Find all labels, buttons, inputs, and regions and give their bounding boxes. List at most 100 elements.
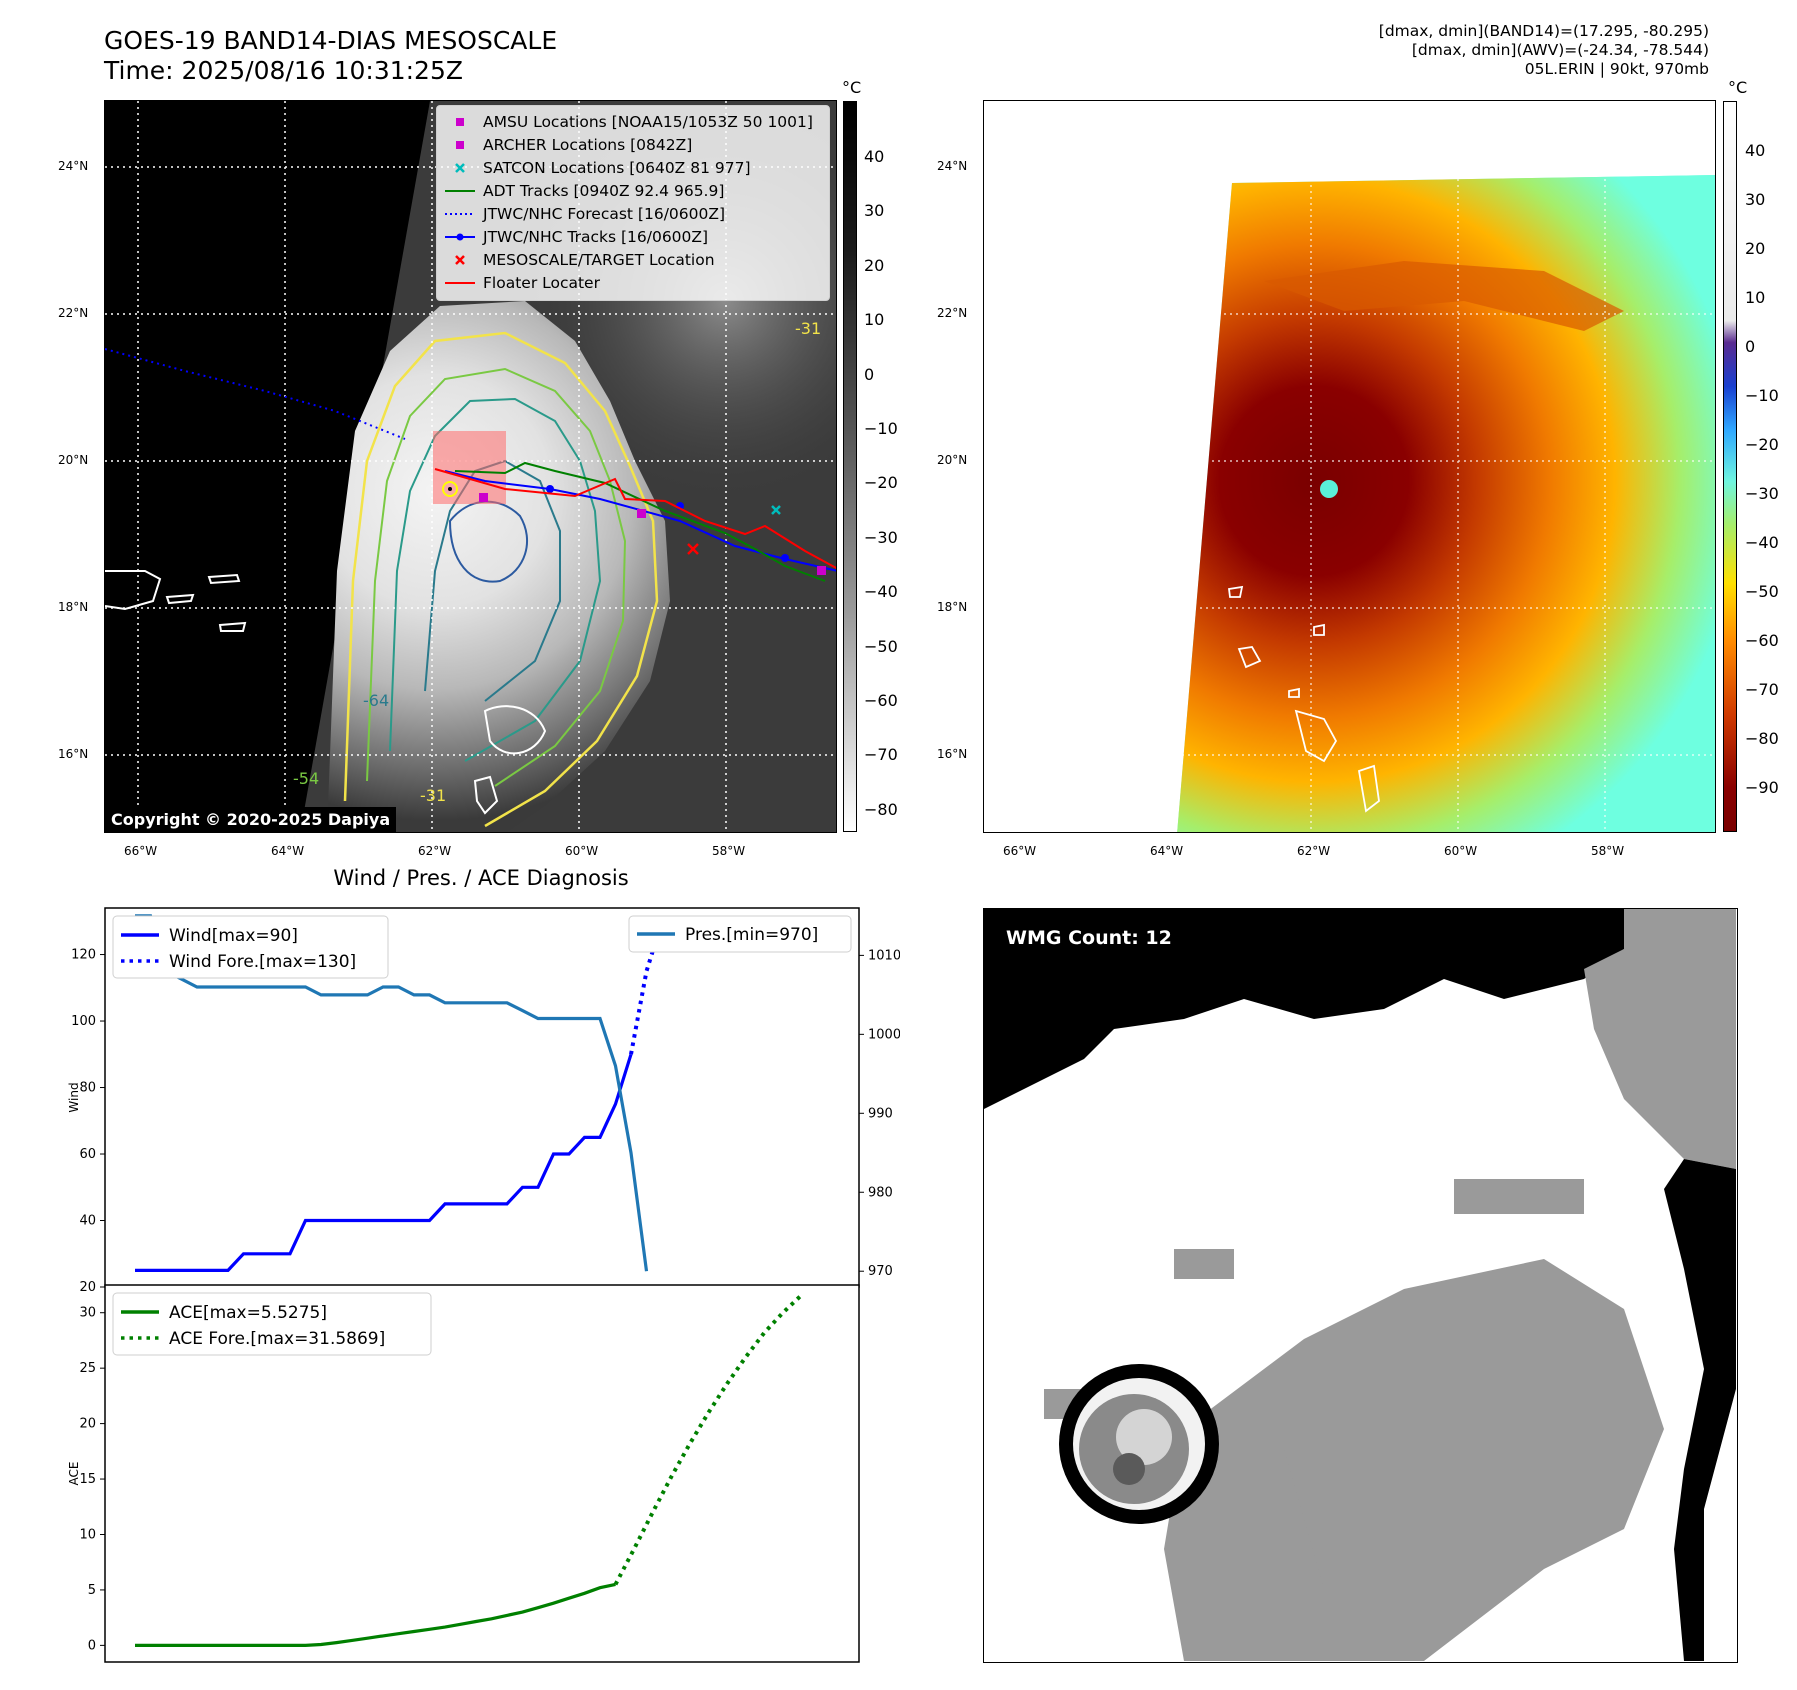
- lon-label: 62°W: [1297, 844, 1331, 858]
- legend-label: Pres.[min=970]: [685, 925, 818, 945]
- series-line-2: [135, 914, 649, 1272]
- lat-label: 20°N: [58, 453, 89, 467]
- legend-entry: SATCON Locations [0640Z 81 977]: [443, 156, 823, 179]
- legend-entry: JTWC/NHC Forecast [16/0600Z]: [443, 202, 823, 225]
- colorbar2-tick: −40: [1745, 533, 1779, 552]
- colorbar2-tick: −30: [1745, 484, 1779, 503]
- colorbar1-tick: 40: [864, 147, 885, 166]
- legend-entry: ARCHER Locations [0842Z]: [443, 133, 823, 156]
- floater-box: [433, 431, 506, 504]
- pressure-legend: Pres.[min=970]: [628, 915, 852, 953]
- colorbar2-tick: −60: [1745, 631, 1779, 650]
- contour-label: -64: [363, 691, 390, 710]
- legend-label: AMSU Locations [NOAA15/1053Z 50 1001]: [483, 112, 813, 131]
- lon-label: 64°W: [271, 844, 305, 858]
- colorbar1-tick: 0: [864, 364, 875, 384]
- ace-legend-box: [112, 1292, 432, 1356]
- wmg-image: [984, 909, 1736, 1661]
- lat-label: 18°N: [937, 600, 968, 614]
- y-tick-label: 80: [79, 1081, 96, 1096]
- y-tick-label: 0: [88, 1638, 96, 1653]
- lon-label: 62°W: [418, 844, 452, 858]
- y-tick-label: 120: [71, 948, 96, 963]
- legend-label: ACE Fore.[max=31.5869]: [169, 1329, 385, 1349]
- y-axis-label: ACE: [67, 1462, 81, 1486]
- y2-tick-label: 990: [868, 1106, 893, 1121]
- storm-info: [dmax, dmin](BAND14)=(17.295, -80.295) […: [1379, 22, 1709, 79]
- colorbar1-tick: −80: [864, 799, 898, 819]
- legend-entry: JTWC/NHC Tracks [16/0600Z]: [443, 225, 823, 248]
- colorbar1-tick: −40: [864, 582, 898, 602]
- colorbar2: [1723, 101, 1737, 832]
- colorbar2-tick: −50: [1745, 582, 1779, 601]
- y2-tick-label: 1000: [868, 1027, 900, 1042]
- contour-label: -54: [293, 769, 320, 788]
- legend-entry: MESOSCALE/TARGET Location: [443, 248, 823, 271]
- map1-legend: AMSU Locations [NOAA15/1053Z 50 1001] ARC…: [436, 105, 830, 301]
- lat-label: 16°N: [58, 747, 89, 761]
- colorbar2-tick: −70: [1745, 680, 1779, 699]
- wmg-panel: WMG Count: 12: [983, 908, 1738, 1663]
- y-tick-label: 25: [79, 1361, 96, 1376]
- ace-legend: ACE[max=5.5275] ACE Fore.[max=31.5869]: [112, 1292, 432, 1356]
- ace-series-line-1: [613, 1293, 803, 1586]
- ace-series-line-0: [135, 1582, 616, 1647]
- legend-label: Wind Fore.[max=130]: [169, 952, 356, 972]
- ace-chart: 30 25 20 15 10 5 0 ACE ACE[max=5.5275] ACE Fore.[…: [67, 1284, 860, 1663]
- band14-map-panel: -64 -54 -31 -31 AMSU Locations [NOAA15/1…: [104, 100, 837, 833]
- colorbar1-tick: −60: [864, 691, 898, 710]
- colorbar2-tick: 0: [1745, 337, 1756, 356]
- lon-label: 64°W: [1150, 844, 1184, 858]
- legend-label: Floater Locater: [483, 273, 600, 292]
- colorbar1-unit: °C: [842, 78, 862, 97]
- awv-map-image: [984, 101, 1715, 832]
- lat-label: 18°N: [58, 600, 89, 614]
- legend-entry: AMSU Locations [NOAA15/1053Z 50 1001]: [443, 110, 823, 133]
- colorbar1-tick: −10: [864, 419, 898, 438]
- map2-gridlines: [984, 101, 1715, 832]
- lon-label: 60°W: [565, 844, 599, 858]
- colorbar2-tick: 40: [1745, 141, 1766, 160]
- legend-label: Wind[max=90]: [169, 926, 298, 946]
- colorbar2-tick: 20: [1745, 239, 1766, 258]
- colorbar2-tick: −90: [1745, 778, 1779, 797]
- colorbar1-tick: −70: [864, 745, 898, 765]
- title-line-2: Time: 2025/08/16 10:31:25Z: [104, 56, 463, 85]
- diagnosis-title: Wind / Pres. / ACE Diagnosis: [333, 866, 629, 890]
- colorbar2-tick: −80: [1745, 729, 1779, 748]
- colorbar2-tick: −20: [1745, 435, 1779, 454]
- y-tick-label: 40: [79, 1214, 96, 1229]
- y-axis-label: Wind: [67, 1082, 81, 1112]
- lat-label: 16°N: [937, 747, 968, 761]
- lat-label: 24°N: [58, 159, 89, 173]
- legend-label: MESOSCALE/TARGET Location: [483, 250, 715, 269]
- legend-entry: ADT Tracks [0940Z 92.4 965.9]: [443, 179, 823, 202]
- y-tick-label: 30: [79, 1306, 96, 1321]
- title-line-1: GOES-19 BAND14-DIAS MESOSCALE: [104, 26, 558, 55]
- lon-label: 58°W: [1591, 844, 1625, 858]
- lon-label: 60°W: [1444, 844, 1478, 858]
- lon-label: 66°W: [124, 844, 158, 858]
- y2-tick-label: 970: [868, 1264, 893, 1279]
- awv-map-panel: [983, 100, 1716, 833]
- colorbar1-tick: 10: [864, 310, 885, 330]
- info-line-1: [dmax, dmin](BAND14)=(17.295, -80.295): [1378, 22, 1709, 40]
- jtwc-forecast-track: [105, 348, 406, 440]
- map1-coastlines: [105, 570, 499, 815]
- copyright-badge: Copyright © 2020-2025 Dapiya: [105, 807, 397, 832]
- y2-tick-label: 980: [868, 1185, 893, 1200]
- lat-label: 20°N: [937, 453, 968, 467]
- colorbar2-tick: 30: [1745, 190, 1766, 209]
- y-tick-label: 60: [79, 1147, 96, 1162]
- legend-label: JTWC/NHC Forecast [16/0600Z]: [483, 204, 726, 223]
- y-tick-label: 100: [71, 1014, 96, 1029]
- colorbar2-tick: −10: [1745, 386, 1779, 405]
- colorbar1: [843, 101, 857, 832]
- contour-label: -31: [795, 319, 822, 338]
- y-tick-label: 20: [79, 1280, 96, 1295]
- colorbar2-unit: °C: [1728, 78, 1748, 97]
- y-tick-label: 15: [79, 1472, 96, 1487]
- colorbar1-tick: −20: [864, 473, 898, 493]
- lon-label: 58°W: [712, 844, 746, 858]
- legend-label: ACE[max=5.5275]: [169, 1303, 327, 1323]
